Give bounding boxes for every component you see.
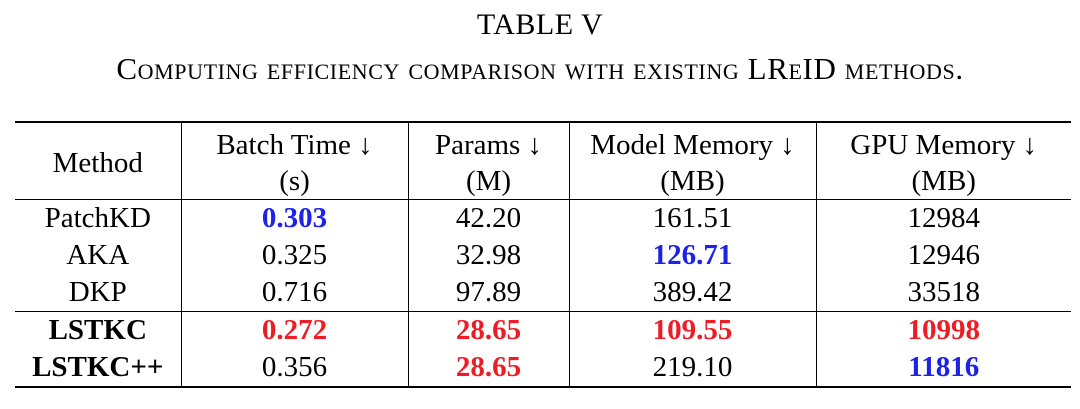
cell-model-memory: 219.10 (568, 349, 816, 388)
cell-method: AKA (66, 239, 130, 271)
cell-model-memory: 161.51 (568, 199, 816, 237)
header-gpu-memory-unit: (MB) (815, 163, 1071, 200)
table-row: AKA 0.325 32.98 126.71 12946 (15, 237, 1071, 274)
cell-batch-time: 0.356 (180, 349, 408, 388)
cell-batch-time: 0.325 (180, 237, 408, 274)
cell-gpu-memory: 12946 (815, 237, 1071, 274)
table-row: PatchKD 0.303 42.20 161.51 12984 (15, 199, 1071, 237)
cell-model-memory: 109.55 (568, 311, 816, 349)
cell-params: 97.89 (407, 274, 569, 312)
cell-params: 28.65 (407, 349, 569, 388)
cell-gpu-memory: 10998 (815, 311, 1071, 349)
header-batch-time-unit: (s) (180, 163, 408, 200)
cell-gpu-memory: 33518 (815, 274, 1071, 312)
header-params-unit: (M) (407, 163, 569, 200)
header-model-memory-unit: (MB) (568, 163, 816, 200)
cell-gpu-memory: 12984 (815, 199, 1071, 237)
header-method: Method (15, 121, 181, 200)
cell-method: LSTKC++ (15, 349, 181, 388)
table-row: DKP 0.716 97.89 389.42 33518 (15, 274, 1071, 312)
cell-model-memory: 126.71 (568, 237, 816, 274)
cell-params: 32.98 (407, 237, 569, 274)
cell-batch-time: 0.272 (180, 311, 408, 349)
table-number: TABLE V (476, 8, 604, 41)
table-row: LSTKC++ 0.356 28.65 219.10 11816 (15, 349, 1071, 388)
cell-method: LSTKC (15, 311, 181, 349)
efficiency-comparison-table: Method Batch Time ↓ Params ↓ Model Memor… (15, 121, 1071, 388)
header-params: Params ↓ (407, 121, 569, 163)
cell-batch-time: 0.716 (180, 274, 408, 312)
cell-model-memory: 389.42 (568, 274, 816, 312)
cell-method: PatchKD (15, 199, 181, 237)
cell-method: DKP (68, 276, 127, 308)
table-caption: Computing efficiency comparison with exi… (116, 51, 964, 86)
header-gpu-memory: GPU Memory ↓ (815, 121, 1071, 163)
table-row: LSTKC 0.272 28.65 109.55 10998 (15, 311, 1071, 349)
header-model-memory: Model Memory ↓ (568, 121, 816, 163)
header-batch-time: Batch Time ↓ (180, 121, 408, 163)
cell-params: 28.65 (407, 311, 569, 349)
cell-batch-time: 0.303 (180, 199, 408, 237)
cell-gpu-memory: 11816 (815, 349, 1071, 388)
cell-params: 42.20 (407, 199, 569, 237)
